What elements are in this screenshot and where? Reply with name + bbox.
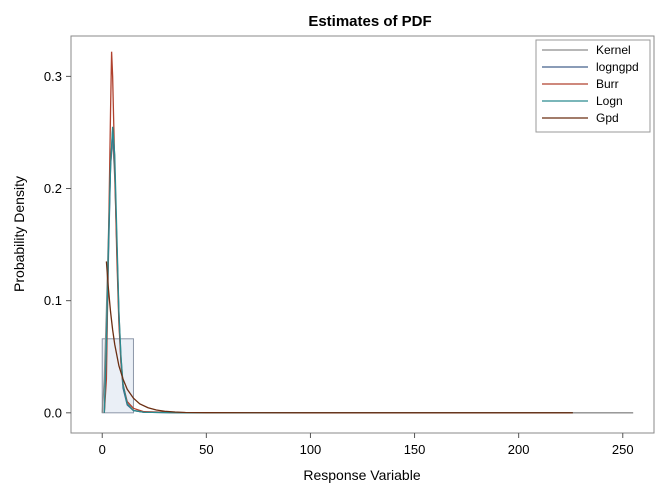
x-tick-label: 200	[508, 442, 530, 457]
x-tick-label: 50	[199, 442, 213, 457]
legend-label-kernel: Kernel	[596, 43, 631, 57]
y-tick-label: 0.2	[44, 181, 62, 196]
series-line-gpd	[105, 261, 573, 414]
series-lines	[101, 51, 634, 414]
x-tick-label: 0	[99, 442, 106, 457]
series-line-burr	[103, 51, 573, 414]
y-tick-label: 0.3	[44, 69, 62, 84]
series-line-logn	[103, 126, 573, 414]
legend-box	[535, 39, 651, 133]
legend-label-logn: Logn	[596, 94, 623, 108]
legend-label-logngpd: logngpd	[596, 60, 639, 74]
series-line-kernel	[101, 138, 634, 414]
x-tick-label: 250	[612, 442, 634, 457]
series-line-logngpd	[103, 130, 573, 414]
y-tick-label: 0.0	[44, 405, 62, 420]
chart-title: Estimates of PDF	[308, 13, 431, 30]
x-axis-label: Response Variable	[303, 467, 420, 483]
histogram	[101, 338, 134, 414]
x-tick-label: 100	[300, 442, 322, 457]
x-tick-label: 150	[404, 442, 426, 457]
legend: Kernel logngpd Burr Logn Gpd	[535, 39, 651, 133]
legend-label-burr: Burr	[596, 77, 619, 91]
histogram-bar-0	[101, 338, 134, 414]
y-tick-label: 0.1	[44, 293, 62, 308]
plot-frame	[70, 35, 655, 434]
y-axis-label: Probability Density	[11, 176, 27, 292]
x-axis-ticks: 0 50 100 150 200 250	[99, 433, 634, 457]
legend-label-gpd: Gpd	[596, 111, 619, 125]
y-axis-ticks: 0.0 0.1 0.2 0.3	[44, 69, 71, 420]
